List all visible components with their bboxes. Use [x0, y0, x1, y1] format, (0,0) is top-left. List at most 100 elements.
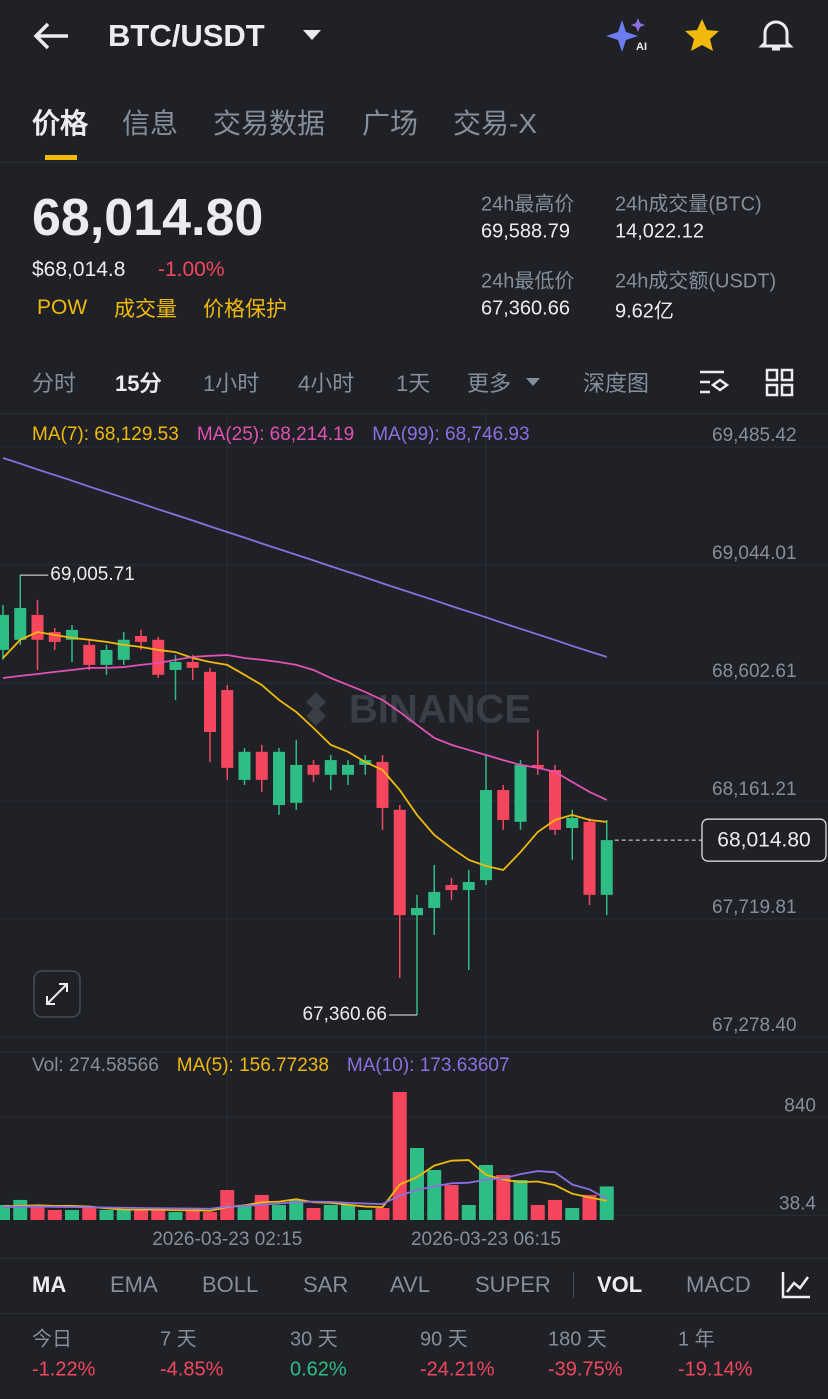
- svg-text:AI: AI: [636, 41, 647, 53]
- stat-label: 24h成交额(USDT): [615, 270, 777, 293]
- tag[interactable]: 价格保护: [203, 298, 287, 321]
- candle-body: [255, 751, 268, 780]
- volume-bar: [47, 1209, 62, 1220]
- divider: [0, 1258, 828, 1259]
- volume-bar: [461, 1204, 476, 1220]
- volume-bar: [410, 1147, 424, 1220]
- depth-chart[interactable]: 深度图: [583, 371, 650, 396]
- indicator[interactable]: MACD: [686, 1272, 751, 1297]
- volume-bar: [30, 1204, 45, 1220]
- candle-body: [14, 607, 27, 640]
- volume-bar: [65, 1209, 79, 1220]
- volume-ma-line: [2, 1170, 608, 1210]
- y-tick-label: 38.4: [779, 1193, 816, 1214]
- divider: [0, 413, 828, 414]
- interval[interactable]: 更多: [467, 371, 512, 396]
- candle-body: [186, 661, 199, 668]
- tab[interactable]: 广场: [362, 108, 419, 139]
- indicator[interactable]: SUPER: [475, 1272, 551, 1297]
- tab[interactable]: 交易数据: [213, 108, 326, 139]
- volume-bar: [220, 1190, 235, 1220]
- volume-bar: [289, 1199, 304, 1220]
- legend-entry: MA(7): 68,129.53: [32, 424, 179, 445]
- more-caret: [526, 378, 540, 386]
- interval[interactable]: 1天: [396, 371, 431, 396]
- tab-underline: [45, 155, 77, 160]
- volume-bar: [341, 1204, 355, 1220]
- indicator[interactable]: BOLL: [202, 1272, 259, 1297]
- pair-title[interactable]: BTC/USDT: [108, 18, 265, 53]
- legend-entry: MA(10): 173.63607: [347, 1055, 510, 1076]
- legend-entry: MA(25): 68,214.19: [197, 424, 354, 445]
- layout-button[interactable]: [765, 368, 795, 398]
- stat-label: 24h最高价: [481, 193, 575, 216]
- period-label: 7 天: [160, 1328, 197, 1351]
- volume-bar: [13, 1199, 28, 1220]
- alert-button[interactable]: [757, 16, 795, 54]
- volume-bar: [392, 1091, 407, 1220]
- stat-value: 14,022.12: [615, 220, 704, 243]
- stat-value: 67,360.66: [481, 297, 570, 320]
- y-tick-label: 69,485.42: [712, 425, 797, 446]
- ma-line: [2, 631, 607, 871]
- volume-bar: [203, 1212, 217, 1220]
- candle-body: [600, 840, 613, 895]
- x-tick-label: 2026-03-23 02:15: [152, 1229, 302, 1250]
- tag[interactable]: POW: [37, 296, 88, 319]
- period-label: 30 天: [290, 1328, 338, 1351]
- legend-entry: MA(5): 156.77238: [177, 1055, 329, 1076]
- candle-body: [0, 614, 9, 650]
- interval[interactable]: 15分: [115, 371, 162, 396]
- y-tick-label: 67,278.40: [712, 1015, 797, 1036]
- interval[interactable]: 4小时: [298, 371, 355, 396]
- y-tick-label: 67,719.81: [712, 897, 797, 918]
- indicator-settings[interactable]: [780, 1270, 812, 1300]
- volume-bar: [599, 1186, 614, 1220]
- favorite-button[interactable]: [683, 17, 721, 53]
- volume-bar: [323, 1204, 338, 1220]
- indicator[interactable]: EMA: [110, 1272, 158, 1297]
- tab[interactable]: 交易-X: [453, 108, 538, 139]
- period-change: -19.14%: [678, 1358, 753, 1381]
- volume-bar: [0, 1204, 10, 1220]
- period-change: -1.22%: [32, 1358, 96, 1381]
- stat-value: 69,588.79: [481, 220, 570, 243]
- interval[interactable]: 分时: [32, 371, 77, 396]
- tag[interactable]: 成交量: [114, 298, 177, 321]
- volume-bar: [306, 1208, 321, 1220]
- ma-line: [2, 457, 608, 658]
- tab[interactable]: 信息: [122, 108, 179, 139]
- chart-settings[interactable]: [698, 368, 730, 398]
- volume-bar: [272, 1204, 286, 1220]
- volume-bar: [151, 1209, 166, 1220]
- volume-bar: [444, 1185, 459, 1220]
- volume-bar: [496, 1174, 511, 1220]
- pair-dropdown[interactable]: [302, 28, 322, 42]
- indicator[interactable]: AVL: [390, 1272, 430, 1297]
- volume-bar: [479, 1164, 493, 1220]
- x-tick-label: 2026-03-23 06:15: [411, 1229, 561, 1250]
- volume-bar: [168, 1212, 183, 1220]
- candle-body: [566, 817, 579, 829]
- watermark-logo: [306, 692, 326, 726]
- indicator[interactable]: MA: [32, 1272, 67, 1297]
- volume-title: Vol: 274.58566: [32, 1055, 159, 1076]
- ai-button[interactable]: AI: [606, 16, 650, 56]
- volume-bar: [116, 1209, 131, 1220]
- tab[interactable]: 价格: [32, 108, 89, 139]
- fullscreen-button[interactable]: [33, 970, 81, 1018]
- indicator[interactable]: VOL: [597, 1272, 643, 1297]
- divider: [0, 1313, 828, 1314]
- candle-body: [428, 891, 441, 908]
- price-change: -1.00%: [158, 258, 225, 281]
- period-change: -39.75%: [548, 1358, 623, 1381]
- volume-bar: [99, 1209, 114, 1220]
- back-button[interactable]: [30, 20, 70, 52]
- stat-label: 24h最低价: [481, 270, 575, 293]
- indicator[interactable]: SAR: [303, 1272, 349, 1297]
- period-change: 0.62%: [290, 1358, 347, 1381]
- period-change: -24.21%: [420, 1358, 495, 1381]
- interval[interactable]: 1小时: [203, 371, 260, 396]
- y-tick-label: 68,602.61: [712, 661, 797, 682]
